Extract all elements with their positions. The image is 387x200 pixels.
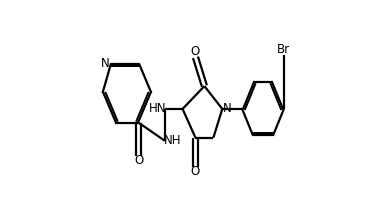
Text: N: N <box>101 57 110 70</box>
Text: NH: NH <box>163 134 181 147</box>
Text: N: N <box>223 102 232 115</box>
Text: O: O <box>191 165 200 178</box>
Text: O: O <box>134 154 144 167</box>
Text: O: O <box>191 45 200 58</box>
Text: Br: Br <box>277 43 290 56</box>
Text: HN: HN <box>148 102 166 115</box>
